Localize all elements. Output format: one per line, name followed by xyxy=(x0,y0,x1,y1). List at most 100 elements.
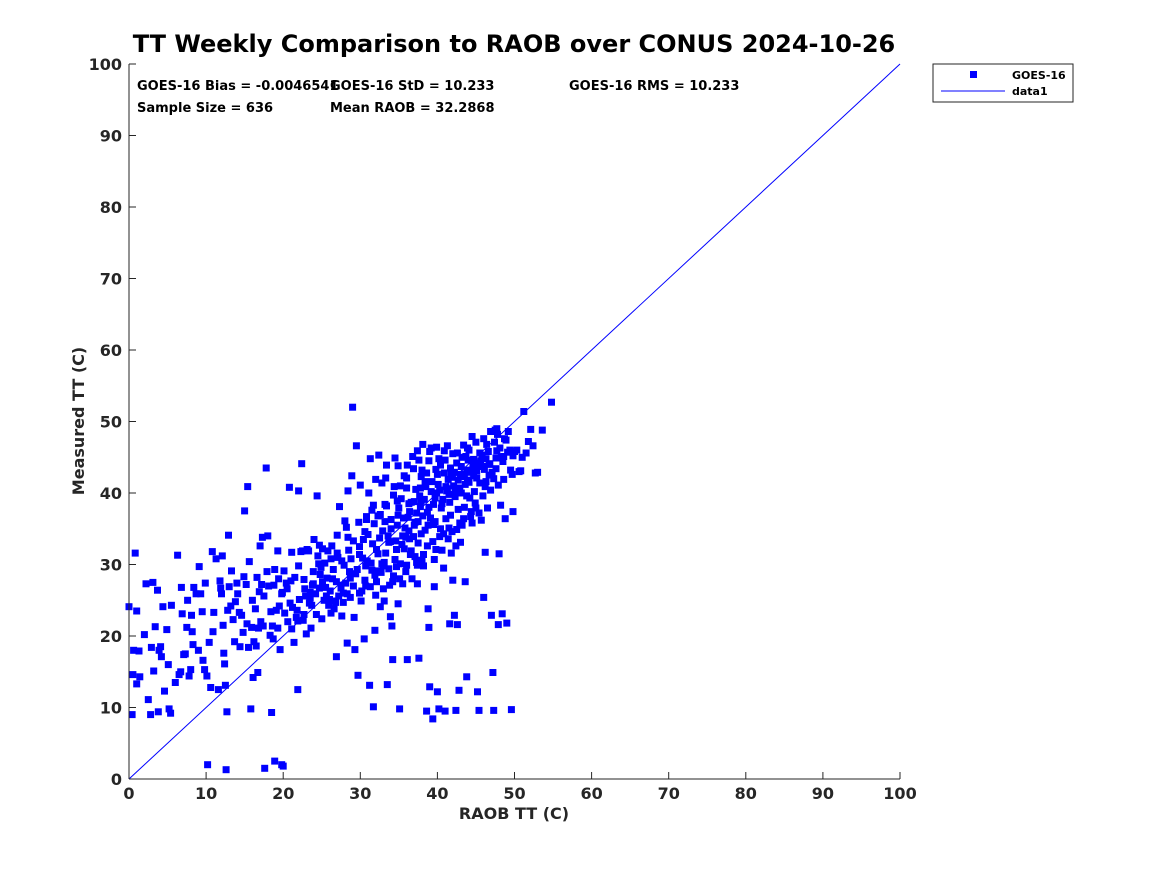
data-point xyxy=(222,766,230,774)
data-point xyxy=(288,625,296,633)
data-point xyxy=(289,603,296,611)
data-point xyxy=(375,451,383,459)
x-tick-label: 20 xyxy=(272,784,294,803)
data-point xyxy=(339,598,347,606)
data-point xyxy=(474,688,481,696)
data-point xyxy=(242,581,250,588)
data-point xyxy=(344,533,352,541)
data-point xyxy=(337,584,345,592)
y-tick-label: 80 xyxy=(100,198,122,217)
data-point xyxy=(338,557,346,565)
chart-title: TT Weekly Comparison to RAOB over CONUS … xyxy=(133,30,896,58)
data-point xyxy=(268,709,276,716)
data-point xyxy=(479,492,487,500)
data-point xyxy=(301,585,309,593)
data-point xyxy=(507,466,515,474)
data-point xyxy=(390,483,398,491)
data-point xyxy=(379,585,387,593)
data-point xyxy=(416,492,424,500)
data-point xyxy=(453,459,461,467)
data-point xyxy=(492,454,500,462)
data-point xyxy=(365,489,373,497)
data-point xyxy=(363,513,370,521)
data-point xyxy=(356,589,363,597)
data-point xyxy=(316,571,324,578)
data-point xyxy=(268,622,276,630)
data-point xyxy=(453,526,461,533)
data-point xyxy=(361,576,369,584)
stat-bias: GOES-16 Bias = -0.0046541 xyxy=(137,79,339,94)
data-point xyxy=(350,613,358,621)
data-point xyxy=(363,557,371,565)
data-point xyxy=(293,606,301,614)
data-point xyxy=(367,559,375,567)
data-point xyxy=(496,444,504,452)
data-point xyxy=(494,430,501,438)
data-point xyxy=(432,465,440,473)
data-point xyxy=(251,605,259,613)
data-point xyxy=(303,546,311,553)
data-point xyxy=(435,705,443,713)
data-point xyxy=(423,542,431,550)
data-point xyxy=(255,624,262,632)
data-point xyxy=(340,561,348,569)
data-point xyxy=(263,568,271,576)
data-point xyxy=(390,491,397,499)
data-point xyxy=(438,500,446,508)
data-point xyxy=(333,549,341,557)
data-point xyxy=(231,638,239,646)
data-point xyxy=(485,460,493,468)
data-point xyxy=(382,549,390,557)
data-point xyxy=(369,540,377,548)
data-point xyxy=(321,559,329,567)
data-point xyxy=(361,528,369,536)
data-point xyxy=(462,453,470,460)
data-point xyxy=(460,470,468,478)
data-point xyxy=(167,601,175,609)
data-point xyxy=(376,603,384,611)
data-point xyxy=(353,566,361,573)
data-point xyxy=(267,608,275,616)
data-point xyxy=(236,643,244,651)
data-point xyxy=(417,497,425,505)
data-point xyxy=(448,528,456,536)
data-point xyxy=(480,593,488,601)
data-point xyxy=(218,590,225,598)
data-point xyxy=(305,599,313,607)
data-point xyxy=(473,467,481,475)
data-point xyxy=(508,470,516,478)
data-point xyxy=(151,623,159,631)
data-point xyxy=(442,483,450,491)
data-point xyxy=(456,484,464,492)
data-point xyxy=(356,551,363,558)
data-point xyxy=(397,495,405,503)
data-point xyxy=(460,503,468,511)
data-point xyxy=(177,583,185,591)
data-point xyxy=(400,545,408,553)
data-point xyxy=(203,672,211,680)
data-point xyxy=(440,469,448,477)
data-point xyxy=(248,596,256,604)
data-point xyxy=(427,514,434,522)
data-point xyxy=(421,478,429,486)
data-point xyxy=(499,458,507,465)
data-point xyxy=(504,448,512,456)
data-point xyxy=(399,532,407,540)
data-point xyxy=(290,638,298,646)
data-point xyxy=(439,495,447,503)
data-point xyxy=(513,446,521,454)
data-point xyxy=(447,464,454,472)
data-point xyxy=(360,635,368,643)
data-point xyxy=(288,548,296,556)
data-point xyxy=(433,688,441,696)
data-point xyxy=(454,476,462,484)
data-point xyxy=(441,707,449,715)
data-point xyxy=(420,562,427,570)
data-point xyxy=(269,635,277,643)
data-point xyxy=(383,461,390,469)
data-point xyxy=(135,647,143,655)
data-point xyxy=(199,656,207,664)
data-point xyxy=(423,707,431,715)
data-point xyxy=(184,596,192,604)
